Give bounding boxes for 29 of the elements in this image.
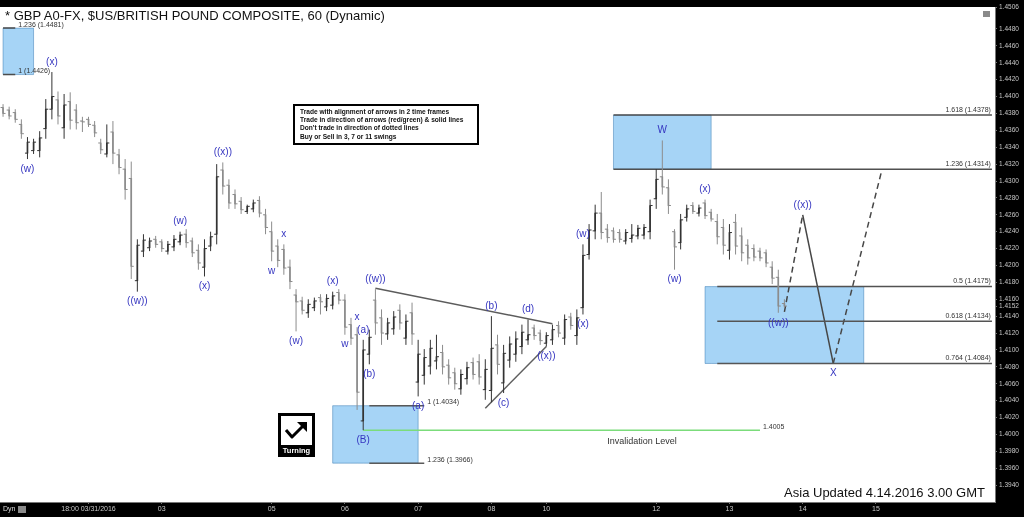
annotation: (x) [699,183,711,195]
annotation: (x) [46,55,58,67]
annotation: (b) [363,368,376,380]
annotation: (B) [356,433,370,445]
annotation: X [829,367,837,379]
annotation: (a) [357,323,370,335]
annotation: (c) [497,396,510,408]
annotation: (x) [326,275,339,287]
annotation: (w) [173,215,188,227]
chart-title: * GBP A0-FX, $US/BRITISH POUND COMPOSITE, 60 (Dynamic) [5,8,385,23]
annotation: Invalidation Level [607,436,677,447]
annotation: x [281,228,287,240]
annotation: ((x)) [537,350,556,362]
annotation: (w) [667,273,682,285]
annotation: ((w)) [365,272,386,284]
annotation: x [354,310,360,322]
annotation: ((x)) [793,198,812,210]
annotation: (b) [485,299,498,311]
annotation: (d) [521,303,535,315]
annotation: ((w)) [127,295,148,307]
annotation: (w) [289,335,303,347]
annotation: W [657,124,668,136]
annotation: (x) [577,318,589,330]
annotation: Asia Updated 4.14.2016 3.00 GMT [784,485,985,500]
annotation: w [267,265,277,277]
annotation: (x) [198,280,211,292]
annotation: w [340,338,350,350]
annotation: ((x)) [213,146,232,158]
annotation: (w) [20,162,35,174]
